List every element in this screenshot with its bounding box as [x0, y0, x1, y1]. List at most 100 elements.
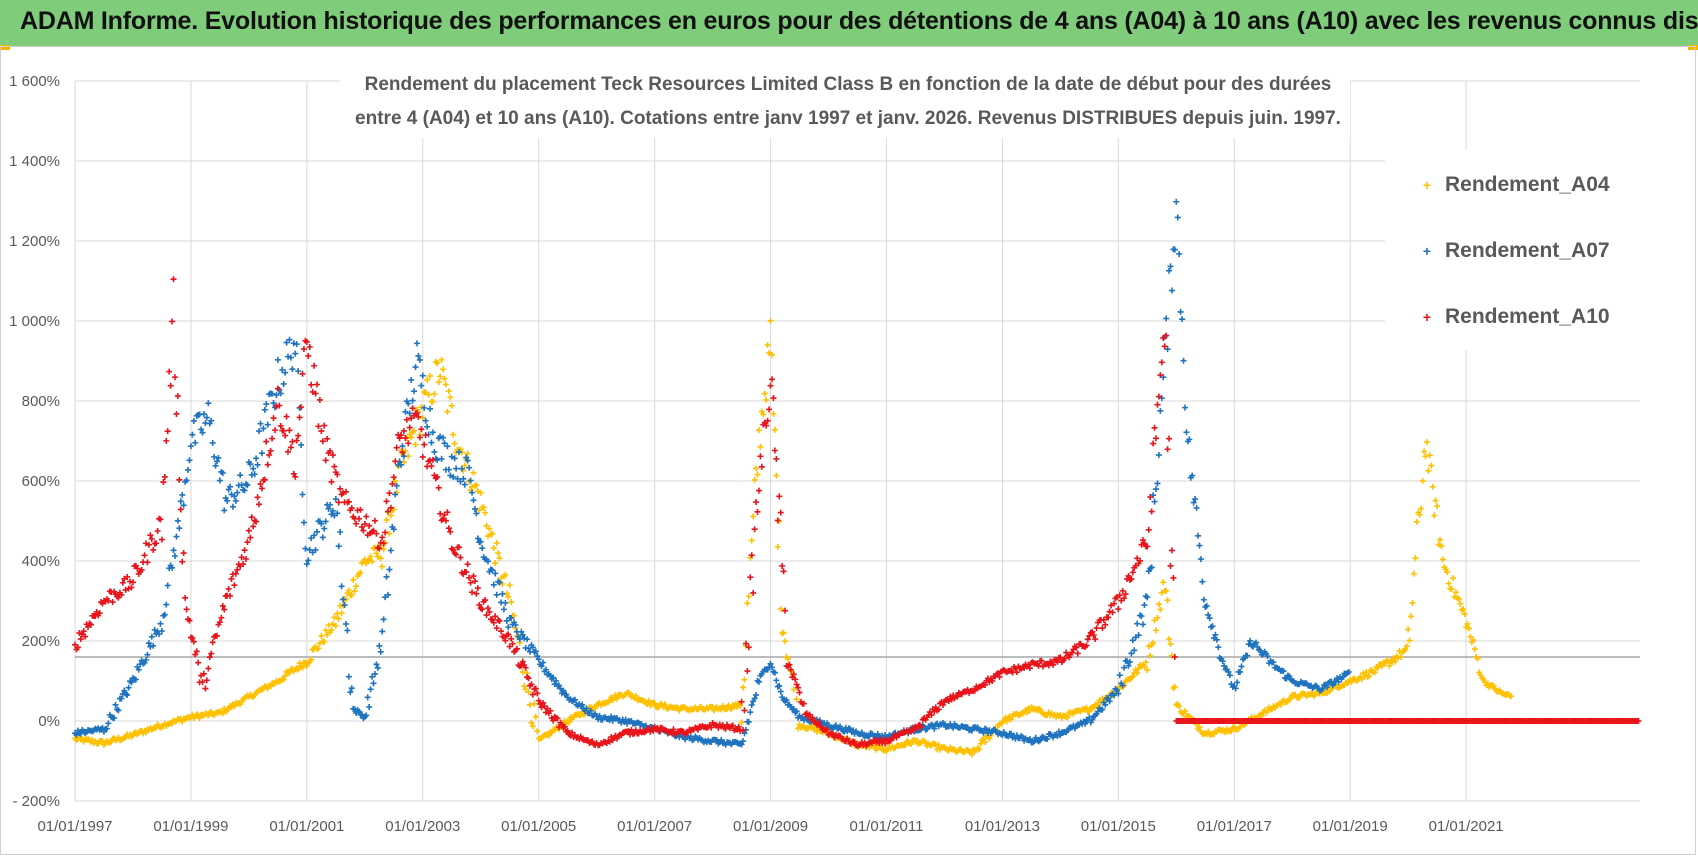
y-tick-label: 0% [38, 713, 60, 730]
point-rendement_a07 [185, 466, 192, 473]
point-rendement_a07 [532, 648, 539, 655]
point-rendement_a10 [1084, 636, 1091, 643]
point-rendement_a07 [1148, 564, 1155, 571]
point-rendement_a10 [1063, 649, 1070, 656]
point-rendement_a04 [373, 550, 380, 557]
point-rendement_a07 [295, 368, 302, 375]
point-rendement_a07 [385, 591, 391, 598]
point-rendement_a10 [345, 498, 352, 505]
point-rendement_a07 [205, 400, 212, 407]
point-rendement_a10 [1073, 644, 1080, 651]
point-rendement_a07 [1113, 687, 1120, 694]
point-rendement_a10 [479, 606, 486, 613]
point-rendement_a07 [150, 642, 157, 649]
point-rendement_a10 [403, 416, 410, 423]
y-tick-label: - 200% [12, 793, 60, 810]
point-rendement_a04 [763, 396, 770, 403]
point-rendement_a07 [1324, 684, 1330, 691]
point-rendement_a10 [399, 449, 406, 456]
point-rendement_a10 [1148, 508, 1155, 515]
point-rendement_a07 [192, 439, 199, 446]
point-rendement_a07 [519, 631, 526, 638]
point-rendement_a04 [1386, 662, 1393, 669]
point-rendement_a10 [513, 645, 520, 652]
point-rendement_a07 [261, 406, 268, 413]
point-rendement_a10 [311, 362, 318, 369]
point-rendement_a04 [1360, 670, 1367, 677]
point-rendement_a10 [456, 544, 463, 551]
point-rendement_a07 [1183, 429, 1190, 436]
point-rendement_a10 [292, 473, 299, 480]
point-rendement_a10 [442, 517, 449, 524]
point-rendement_a04 [424, 376, 431, 383]
point-rendement_a07 [748, 702, 755, 709]
point-rendement_a10 [429, 456, 436, 463]
point-rendement_a04 [758, 408, 765, 415]
point-rendement_a07 [302, 545, 309, 552]
point-rendement_a07 [769, 664, 776, 671]
point-rendement_a07 [740, 738, 747, 745]
point-rendement_a04 [318, 632, 325, 639]
point-rendement_a10 [913, 725, 920, 732]
point-rendement_a07 [451, 455, 458, 462]
point-rendement_a10 [386, 490, 393, 497]
series-group [72, 198, 1642, 758]
point-rendement_a07 [500, 606, 507, 613]
point-rendement_a04 [1142, 659, 1149, 666]
point-rendement_a07 [158, 627, 165, 634]
point-rendement_a07 [1110, 692, 1117, 699]
point-rendement_a10 [787, 666, 794, 673]
point-rendement_a10 [170, 276, 177, 283]
point-rendement_a10 [244, 539, 251, 546]
point-rendement_a07 [229, 503, 236, 510]
point-rendement_a07 [1019, 734, 1026, 741]
point-rendement_a04 [464, 450, 471, 457]
point-rendement_a10 [256, 501, 263, 508]
legend-marker-a07: + [1423, 243, 1431, 259]
point-rendement_a10 [180, 550, 187, 557]
point-rendement_a07 [484, 558, 491, 565]
point-rendement_a10 [1137, 557, 1144, 564]
point-rendement_a10 [405, 440, 412, 447]
point-rendement_a10 [800, 700, 807, 707]
point-rendement_a10 [1155, 393, 1162, 400]
point-rendement_a10 [450, 546, 457, 553]
point-rendement_a07 [232, 497, 239, 504]
point-rendement_a04 [1145, 643, 1152, 650]
point-rendement_a10 [492, 613, 499, 620]
point-rendement_a10 [806, 711, 813, 718]
point-rendement_a07 [237, 472, 244, 479]
point-rendement_a04 [1379, 663, 1386, 670]
point-rendement_a10 [148, 535, 155, 542]
point-rendement_a07 [453, 465, 460, 472]
point-rendement_a10 [319, 438, 326, 445]
point-rendement_a07 [1173, 198, 1180, 205]
point-rendement_a07 [832, 722, 839, 729]
point-rendement_a07 [773, 677, 780, 684]
point-rendement_a04 [771, 426, 778, 433]
point-rendement_a10 [740, 726, 747, 733]
point-rendement_a07 [525, 645, 532, 652]
point-rendement_a10 [532, 685, 539, 692]
point-rendement_a10 [274, 385, 281, 392]
point-rendement_a10 [253, 518, 260, 525]
point-rendement_a04 [353, 583, 360, 590]
point-rendement_a04 [784, 655, 791, 662]
point-rendement_a10 [790, 671, 797, 678]
point-rendement_a04 [790, 686, 797, 693]
point-rendement_a07 [179, 491, 186, 498]
point-rendement_a07 [642, 722, 649, 729]
point-rendement_a04 [332, 622, 339, 629]
point-rendement_a07 [322, 518, 329, 525]
point-rendement_a07 [1141, 602, 1148, 609]
point-rendement_a10 [547, 707, 554, 714]
point-rendement_a04 [745, 593, 752, 600]
point-rendement_a07 [121, 687, 128, 694]
point-rendement_a10 [200, 670, 207, 677]
point-rendement_a10 [564, 727, 571, 734]
point-rendement_a10 [203, 677, 210, 684]
point-rendement_a07 [550, 674, 557, 681]
point-rendement_a04 [431, 390, 438, 397]
point-rendement_a07 [777, 688, 784, 695]
point-rendement_a10 [266, 451, 273, 458]
